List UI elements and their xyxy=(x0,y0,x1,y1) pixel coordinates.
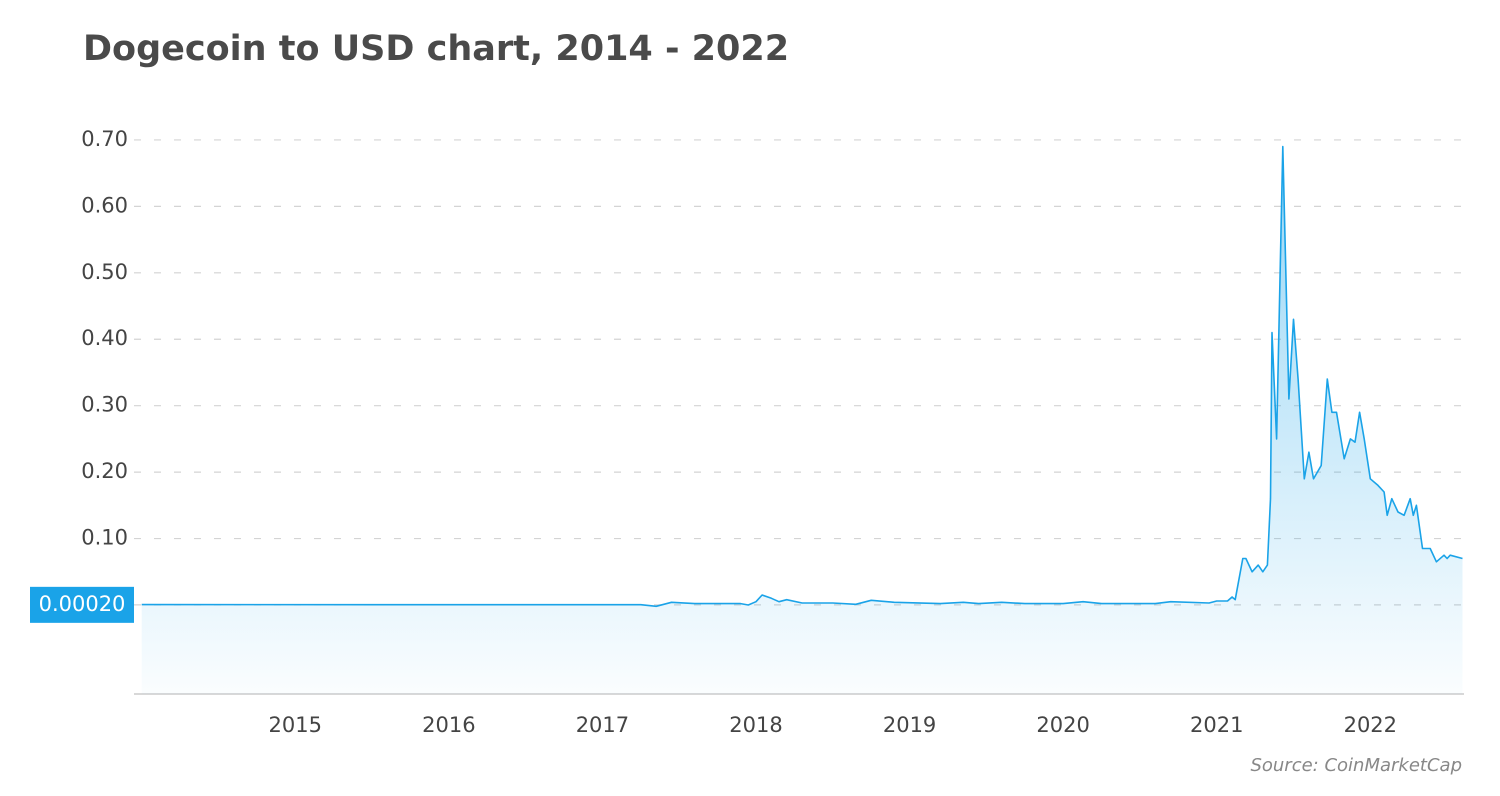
x-tick-label: 2021 xyxy=(1190,713,1243,737)
value-highlight xyxy=(30,586,134,623)
x-tick-label: 2020 xyxy=(1036,713,1089,737)
line xyxy=(141,145,1463,608)
x-tick-label: 2015 xyxy=(269,713,322,737)
y-tick-label: 0.30 xyxy=(81,393,128,417)
y-tick-label: 0.50 xyxy=(81,260,128,284)
y-tick-label: 0.00020 xyxy=(39,592,126,616)
x-tick-label: 2016 xyxy=(422,713,475,737)
area xyxy=(141,146,1463,695)
x-tick-label: 2019 xyxy=(883,713,936,737)
x-tick-label: 2018 xyxy=(729,713,782,737)
y-tick-label: 0.60 xyxy=(81,193,128,217)
y-tick-label: 0.20 xyxy=(81,459,128,483)
source: Source: CoinMarketCap xyxy=(1250,755,1462,776)
y-tick-label: 0.40 xyxy=(81,326,128,350)
y-tick-label: 0.10 xyxy=(81,526,128,550)
y-tick-label: 0.70 xyxy=(81,127,128,151)
x-tick-label: 2022 xyxy=(1344,713,1397,737)
chart-title: Dogecoin to USD chart, 2014 - 2022 xyxy=(83,29,789,69)
x-tick-label: 2017 xyxy=(576,713,629,737)
